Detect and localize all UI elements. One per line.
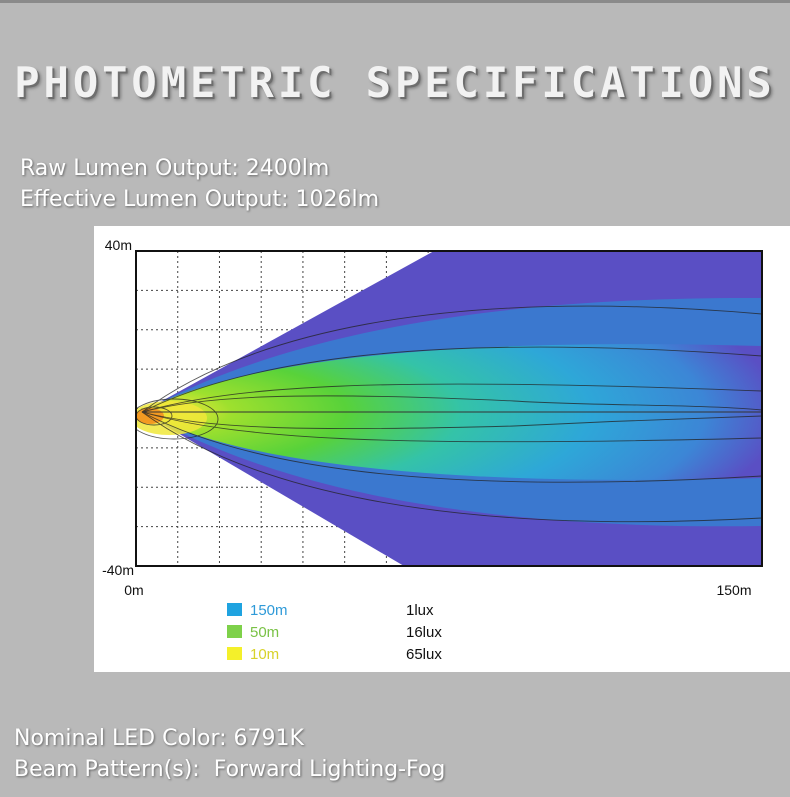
beam-pattern: Beam Pattern(s): Forward Lighting-Fog bbox=[14, 757, 446, 782]
legend-distance-10m: 10m bbox=[250, 646, 279, 663]
legend-distance-150m: 150m bbox=[250, 602, 288, 619]
x-tick-label-end: 150m bbox=[716, 582, 751, 598]
effective-lumen-output: Effective Lumen Output: 1026lm bbox=[20, 187, 380, 212]
nominal-led-color: Nominal LED Color: 6791K bbox=[14, 726, 304, 751]
isolux-contours bbox=[136, 305, 762, 523]
legend: 150m 1lux 50m 16lux 10m 65lux bbox=[227, 602, 442, 663]
legend-swatch-150m bbox=[227, 603, 242, 616]
y-tick-label-top: 40m bbox=[105, 237, 132, 253]
legend-distance-50m: 50m bbox=[250, 624, 279, 641]
raw-lumen-output: Raw Lumen Output: 2400lm bbox=[20, 156, 330, 181]
beam-pattern bbox=[136, 251, 762, 566]
legend-swatch-10m bbox=[227, 647, 242, 660]
legend-lux-16: 16lux bbox=[406, 624, 442, 641]
y-tick-label-bottom: -40m bbox=[102, 562, 134, 578]
legend-swatch-50m bbox=[227, 625, 242, 638]
x-tick-label-start: 0m bbox=[124, 582, 143, 598]
page-title: PHOTOMETRIC SPECIFICATIONS bbox=[14, 58, 776, 107]
plot-frame bbox=[135, 250, 763, 567]
beam-chart: 40m -40m 0m 150m 150m 1lux 50m 16lux 10m… bbox=[102, 237, 763, 663]
top-rule bbox=[0, 0, 790, 3]
legend-lux-1: 1lux bbox=[406, 602, 434, 619]
legend-lux-65: 65lux bbox=[406, 646, 442, 663]
beam-chart-panel: 40m -40m 0m 150m 150m 1lux 50m 16lux 10m… bbox=[94, 226, 790, 672]
